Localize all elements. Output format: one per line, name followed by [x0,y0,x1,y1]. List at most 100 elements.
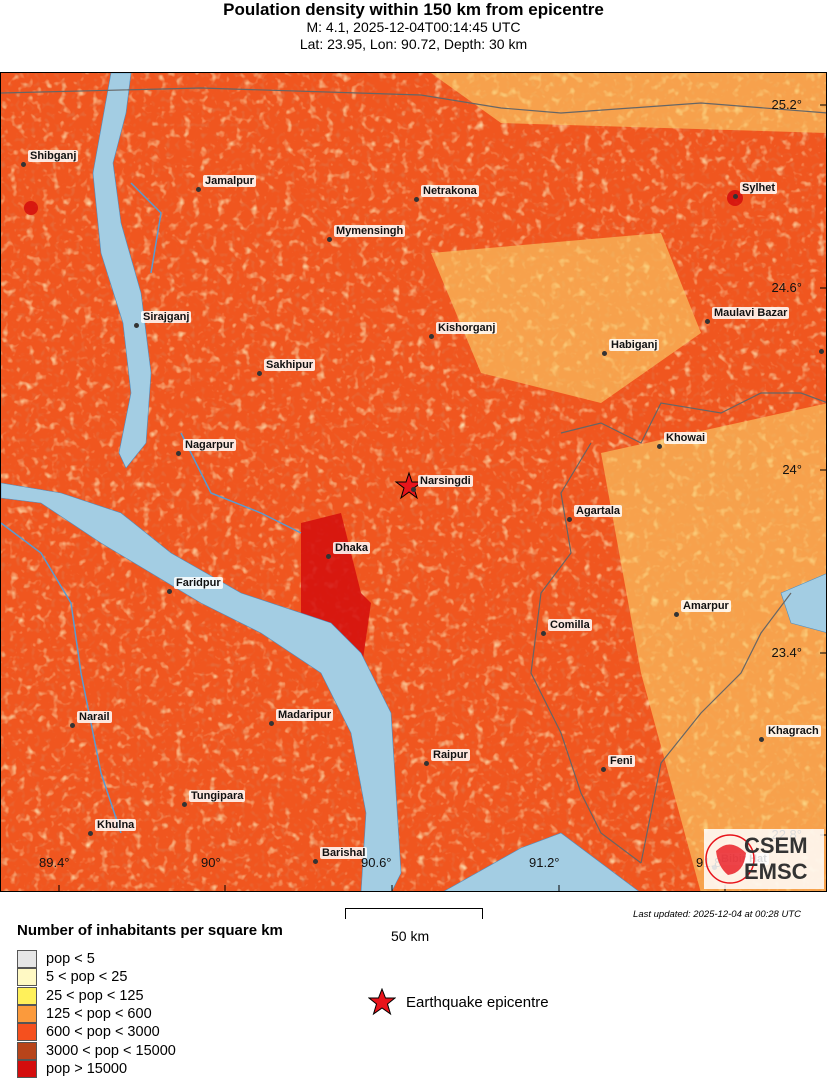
city-dot-icon [567,517,572,522]
longitude-label: 91.2° [529,855,560,870]
city-dot-icon [88,831,93,836]
legend-item: 125 < pop < 600 [17,1005,176,1024]
city-label: Barishal [320,847,368,859]
city-dot-icon [414,197,419,202]
city-label: Kishorganj [436,322,498,334]
event-location: Lat: 23.95, Lon: 90.72, Depth: 30 km [299,36,528,52]
city-label: Feni [608,755,635,767]
city-label: Narail [77,711,112,723]
city-dot-icon [657,444,662,449]
city-dot-icon [327,237,332,242]
scale-bar-label: 50 km [391,928,430,944]
city-dot-icon [182,802,187,807]
city-dot-icon [313,859,318,864]
city-dot-icon [326,554,331,559]
logo-csem: CSEM [744,833,808,858]
event-info: M: 4.1, 2025-12-04T00:14:45 UTC [306,19,521,35]
legend-swatch [17,1023,37,1042]
star-icon [368,988,396,1016]
city-dot-icon [733,194,738,199]
city-dot-icon [134,323,139,328]
city-label: Narsingdi [418,475,473,487]
scale-bar [345,908,483,919]
city-dot-icon [424,761,429,766]
city-label: Amarpur [681,600,731,612]
legend-swatch [17,950,37,969]
river-lines [1,182,302,834]
legend-swatch [17,986,37,1005]
city-label: Habiganj [609,339,660,351]
city-label: Mymensingh [334,225,406,237]
latitude-label: 25.2° [771,97,802,112]
city-label: Khagrach [766,725,821,737]
page-title: Poulation density within 150 km from epi… [223,0,604,19]
city-label: Tungipara [189,790,246,802]
city-dot-icon [674,612,679,617]
legend-label: pop < 5 [46,951,95,968]
city-dot-icon [269,721,274,726]
legend-swatch [17,1005,37,1024]
city-dot-icon [602,351,607,356]
city-label: Jamalpur [203,175,256,187]
longitude-label: 90° [201,855,221,870]
city-label: Madaripur [276,709,334,721]
city-dot-icon [705,319,710,324]
city-label: Sirajganj [141,311,192,323]
legend-label: 25 < pop < 125 [46,987,144,1004]
legend-swatch [17,1059,37,1078]
city-dot-icon [541,631,546,636]
map-canvas [1,73,826,891]
city-dot-icon [70,723,75,728]
sparse-zones [431,73,826,891]
legend-title: Number of inhabitants per square km [17,922,283,939]
legend-swatch [17,1041,37,1060]
legend-label: 125 < pop < 600 [46,1006,152,1023]
legend-item: pop < 5 [17,950,176,969]
longitude-label: 89.4° [39,855,70,870]
city-label: Dhaka [333,542,371,554]
borders [1,87,826,864]
map-header: Poulation density within 150 km from epi… [0,0,827,53]
city-label: Agartala [574,505,623,517]
city-label: Nagarpur [183,439,236,451]
csem-emsc-logo: CSEM EMSC [704,829,824,889]
city-label: Khulna [95,819,137,831]
city-dot-icon [429,334,434,339]
logo-emsc: EMSC [744,859,808,884]
rivers [1,73,826,891]
city-label: Raipur [431,749,470,761]
latitude-label: 23.4° [771,645,802,660]
city-dot-icon [759,737,764,742]
legend-item: pop > 15000 [17,1059,176,1078]
legend-item: 5 < pop < 25 [17,968,176,987]
legend-label: pop > 15000 [46,1060,128,1077]
legend-swatch [17,968,37,987]
city-dot-icon [176,451,181,456]
last-updated: Last updated: 2025-12-04 at 00:28 UTC [633,909,801,920]
latitude-label: 24.6° [771,280,802,295]
city-label: Maulavi Bazar [712,307,790,319]
city-dot-icon [196,187,201,192]
legend-item: 600 < pop < 3000 [17,1023,176,1042]
legend-label: 3000 < pop < 15000 [46,1042,176,1059]
population-density-map[interactable]: Shibganj Jamalpur Netrakona Sylhet Mymensing… [0,72,827,892]
latitude-label: 24° [782,462,802,477]
city-label: Sylhet [740,182,778,194]
city-dot-icon [257,371,262,376]
city-label: Netrakona [421,185,479,197]
city-dot-icon [167,589,172,594]
legend-item: 25 < pop < 125 [17,986,176,1005]
city-label: Comilla [548,619,592,631]
city-label: Sakhipur [264,359,316,371]
city-dot-icon [411,487,416,492]
epicentre-label: Earthquake epicentre [406,993,549,1011]
city-label: Khowai [664,432,708,444]
legend-label: 600 < pop < 3000 [46,1024,160,1041]
city-dot-icon [819,349,824,354]
longitude-label: 90.6° [361,855,392,870]
city-label: Faridpur [174,577,223,589]
city-label: Shibganj [28,150,79,162]
city-dot-icon [21,162,26,167]
legend-item: 3000 < pop < 15000 [17,1041,176,1060]
